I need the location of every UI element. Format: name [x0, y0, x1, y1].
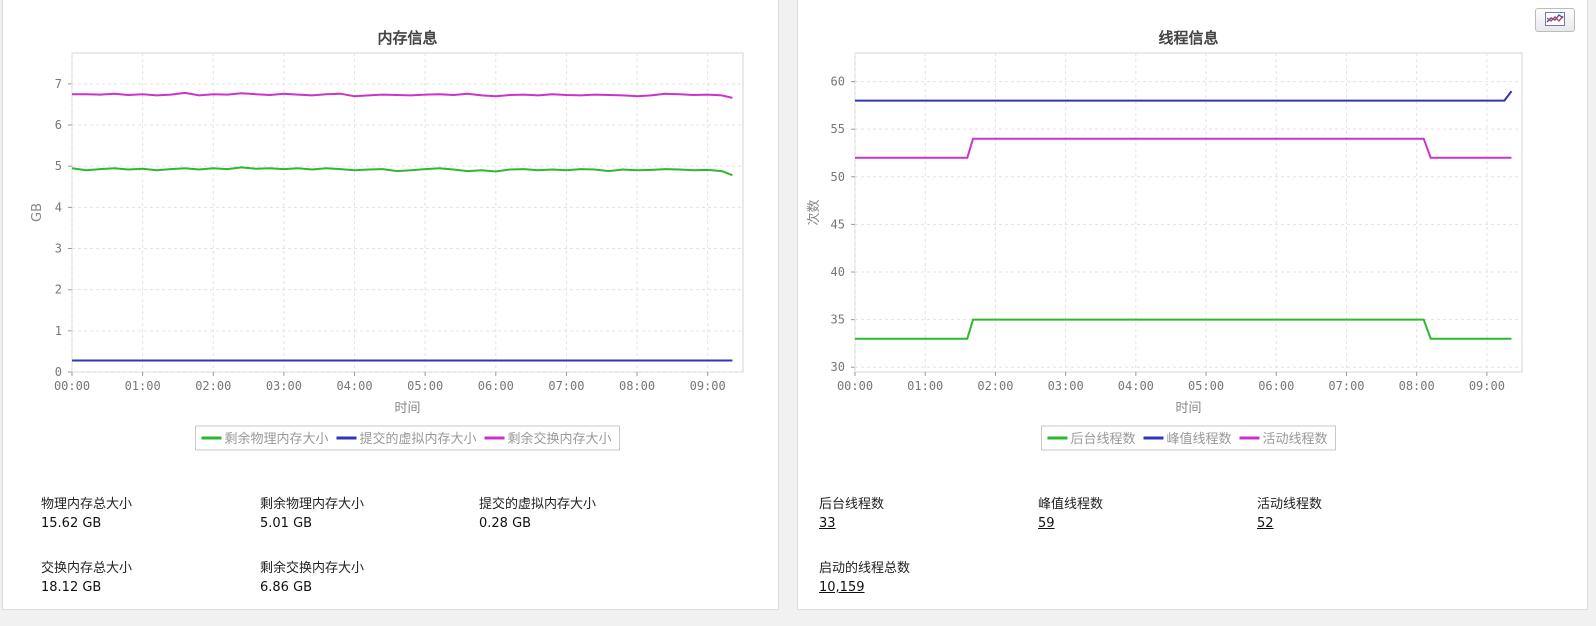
legend-item: 峰值线程数 [1166, 431, 1231, 447]
stat-label: 后台线程数 [819, 497, 885, 512]
memory-chart: 内存信息 0 1 2 3 4 5 6 7 00:00 01:00 02:00 03:00 04:00 05:… [30, 29, 744, 451]
legend: 后台线程数 峰值线程数 活动线程数 [1040, 425, 1337, 451]
x-axis-label: 时间 [1175, 401, 1201, 416]
stat-label: 交换内存总大小 [41, 561, 133, 576]
x-tick-label: 06:00 [1258, 379, 1294, 393]
legend-item: 剩余交换内存大小 [508, 431, 612, 447]
x-tick-label: 00:00 [54, 379, 90, 393]
x-tick-label: 09:00 [690, 379, 726, 393]
x-tick-label: 04:00 [336, 379, 372, 393]
x-tick-label: 06:00 [478, 379, 514, 393]
y-tick-label: 50 [831, 170, 845, 184]
y-tick-label: 3 [55, 242, 62, 256]
series-line [72, 91, 733, 99]
chart-toggle-button[interactable] [1535, 8, 1575, 32]
series-line [855, 137, 1512, 159]
stat-value: 18.12 GB [41, 580, 102, 595]
legend-item: 提交的虚拟内存大小 [359, 431, 476, 447]
y-tick-label: 30 [831, 360, 845, 374]
legend-item: 后台线程数 [1070, 432, 1135, 447]
y-tick-label: 60 [831, 75, 845, 89]
y-tick-label: 40 [831, 265, 845, 279]
x-tick-label: 08:00 [619, 379, 655, 393]
stat-value-link[interactable]: 52 [1257, 516, 1274, 531]
legend-box [194, 425, 621, 451]
stat-live-threads: 活动线程数 52 [1257, 493, 1477, 531]
series-line [71, 166, 733, 177]
x-tick-label: 03:00 [1048, 379, 1084, 393]
stat-total-started-threads: 启动的线程总数 10,159 [819, 557, 1039, 595]
y-tick-label: 5 [55, 159, 62, 173]
x-tick-label: 07:00 [1328, 379, 1364, 393]
stat-committed-virtual-memory: 提交的虚拟内存大小 0.28 GB [479, 493, 699, 531]
y-tick-label: 6 [55, 118, 62, 132]
stat-value: 6.86 GB [260, 580, 313, 595]
stat-value: 0.28 GB [479, 516, 532, 531]
stat-value-link[interactable]: 10,159 [819, 580, 865, 595]
x-tick-label: 04:00 [1118, 379, 1154, 393]
chart-title: 内存信息 [377, 29, 437, 47]
thread-chart: 线程信息 30 35 40 45 50 55 60 00:00 01:00 02:00 03:00 04… [806, 29, 1523, 451]
legend-item: 剩余物理内存大小 [224, 431, 328, 447]
y-tick-label: 7 [55, 77, 62, 91]
stat-value: 5.01 GB [260, 516, 313, 531]
stat-value-link[interactable]: 59 [1038, 516, 1055, 531]
stat-daemon-threads: 后台线程数 33 [819, 493, 1039, 531]
y-tick-label: 45 [831, 217, 845, 231]
stat-total-swap-memory: 交换内存总大小 18.12 GB [41, 557, 261, 595]
x-tick-label: 03:00 [266, 379, 302, 393]
thread-panel: 线程信息 30 35 40 45 50 55 60 00:00 01:00 02:00 03:00 04… [797, 0, 1588, 610]
y-tick-label: 1 [55, 324, 62, 338]
x-axis-label: 时间 [394, 401, 420, 416]
series-line [855, 90, 1513, 102]
line-chart-icon [1545, 11, 1565, 30]
x-tick-label: 07:00 [548, 379, 584, 393]
x-tick-label: 00:00 [837, 379, 873, 393]
x-tick-label: 01:00 [125, 379, 161, 393]
stat-total-physical-memory: 物理内存总大小 15.62 GB [41, 493, 261, 531]
stat-value: 15.62 GB [41, 516, 102, 531]
y-axis-label: GB [30, 203, 45, 222]
stat-free-swap-memory: 剩余交换内存大小 6.86 GB [260, 557, 480, 595]
legend: 剩余物理内存大小 提交的虚拟内存大小 剩余交换内存大小 [194, 425, 621, 451]
y-axis-label: 次数 [806, 199, 822, 225]
x-tick-label: 08:00 [1399, 379, 1435, 393]
x-tick-label: 09:00 [1469, 379, 1505, 393]
x-tick-label: 01:00 [907, 379, 943, 393]
legend-box [1040, 425, 1337, 451]
x-tick-label: 02:00 [195, 379, 231, 393]
stat-label: 启动的线程总数 [819, 561, 911, 576]
stat-label: 活动线程数 [1257, 497, 1323, 512]
x-tick-label: 05:00 [407, 379, 443, 393]
stat-label: 剩余交换内存大小 [260, 561, 365, 576]
stat-peak-threads: 峰值线程数 59 [1038, 493, 1258, 531]
stat-label: 剩余物理内存大小 [260, 497, 365, 512]
legend-item: 活动线程数 [1263, 432, 1328, 447]
y-tick-label: 55 [831, 122, 845, 136]
stat-label: 物理内存总大小 [41, 497, 133, 512]
y-tick-label: 35 [831, 313, 845, 327]
y-tick-label: 2 [55, 283, 62, 297]
x-tick-label: 05:00 [1188, 379, 1224, 393]
plot-area [71, 52, 744, 373]
chart-title: 线程信息 [1158, 29, 1218, 47]
stat-value-link[interactable]: 33 [819, 516, 836, 531]
stat-free-physical-memory: 剩余物理内存大小 5.01 GB [260, 493, 480, 531]
stat-label: 提交的虚拟内存大小 [479, 497, 597, 512]
memory-panel: 内存信息 0 1 2 3 4 5 6 7 00:00 01:00 02:00 03:00 04:00 05:… [2, 0, 779, 610]
series-line [855, 318, 1512, 340]
y-tick-label: 0 [55, 365, 62, 379]
x-tick-label: 02:00 [977, 379, 1013, 393]
y-tick-label: 4 [55, 200, 62, 214]
stat-label: 峰值线程数 [1038, 497, 1104, 512]
